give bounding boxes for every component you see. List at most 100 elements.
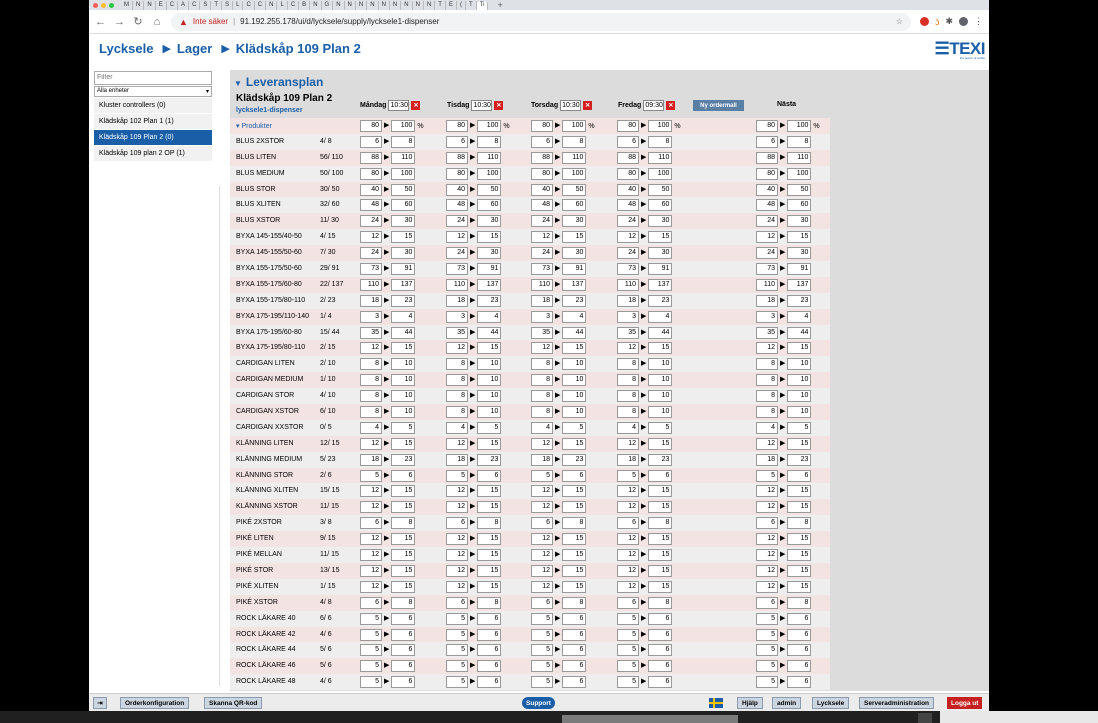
- max-level-input[interactable]: 10: [787, 374, 812, 387]
- max-level-input[interactable]: 110: [648, 151, 673, 164]
- max-level-input[interactable]: 50: [787, 183, 812, 196]
- fill-level-input[interactable]: 12: [360, 533, 382, 546]
- max-level-input[interactable]: 23: [648, 453, 673, 466]
- browser-tab[interactable]: N: [266, 0, 278, 10]
- fill-level-input[interactable]: 35: [531, 326, 553, 339]
- max-level-input[interactable]: 10: [477, 374, 502, 387]
- browser-tab[interactable]: (: [457, 0, 466, 10]
- max-level-input[interactable]: 15: [477, 564, 502, 577]
- fill-level-input[interactable]: 18: [360, 294, 382, 307]
- browser-tab[interactable]: S: [200, 0, 212, 10]
- server-admin-button[interactable]: Serveradministration: [859, 697, 935, 709]
- fill-level-input[interactable]: 88: [446, 151, 468, 164]
- max-level-input[interactable]: 15: [477, 501, 502, 514]
- max-level-input[interactable]: 15: [562, 485, 587, 498]
- max-level-input[interactable]: 15: [648, 580, 673, 593]
- max-level-input[interactable]: 23: [477, 294, 502, 307]
- max-level-input[interactable]: 60: [787, 199, 812, 212]
- max-level-input[interactable]: 30: [787, 247, 812, 260]
- max-level-input[interactable]: 15: [787, 437, 812, 450]
- max-level-input[interactable]: 15: [562, 437, 587, 450]
- fill-level-input[interactable]: 88: [531, 151, 553, 164]
- fill-level-input[interactable]: 6: [360, 596, 382, 609]
- max-level-input[interactable]: 6: [787, 612, 812, 625]
- fill-level-input[interactable]: 12: [617, 580, 639, 593]
- max-level-input[interactable]: 15: [391, 231, 416, 244]
- fill-level-input[interactable]: 12: [756, 549, 778, 562]
- max-level-input[interactable]: 100: [562, 120, 587, 132]
- max-level-input[interactable]: 6: [391, 612, 416, 625]
- fill-level-input[interactable]: 35: [756, 326, 778, 339]
- max-level-input[interactable]: 15: [562, 231, 587, 244]
- max-level-input[interactable]: 5: [562, 421, 587, 434]
- max-level-input[interactable]: 15: [562, 501, 587, 514]
- fill-level-input[interactable]: 12: [756, 342, 778, 355]
- plan-title[interactable]: ▼ Leveransplan: [234, 75, 324, 89]
- fill-level-input[interactable]: 24: [756, 247, 778, 260]
- fill-level-input[interactable]: 3: [360, 310, 382, 323]
- max-level-input[interactable]: 100: [391, 167, 416, 180]
- max-level-input[interactable]: 30: [391, 215, 416, 228]
- fill-level-input[interactable]: 12: [446, 549, 468, 562]
- max-level-input[interactable]: 30: [787, 215, 812, 228]
- fill-level-input[interactable]: 18: [531, 453, 553, 466]
- fill-level-input[interactable]: 5: [756, 612, 778, 625]
- fill-level-input[interactable]: 48: [756, 199, 778, 212]
- fill-level-input[interactable]: 5: [617, 628, 639, 641]
- browser-tab[interactable]: C: [189, 0, 201, 10]
- fill-level-input[interactable]: 8: [446, 390, 468, 403]
- remove-day-icon[interactable]: ✕: [494, 101, 504, 110]
- fill-level-input[interactable]: 12: [531, 231, 553, 244]
- fill-level-input[interactable]: 12: [360, 342, 382, 355]
- max-level-input[interactable]: 91: [648, 263, 673, 276]
- fill-level-input[interactable]: 18: [617, 294, 639, 307]
- fill-level-input[interactable]: 5: [360, 612, 382, 625]
- max-level-input[interactable]: 10: [648, 390, 673, 403]
- browser-tab[interactable]: N: [144, 0, 156, 10]
- fill-level-input[interactable]: 80: [360, 120, 382, 132]
- max-level-input[interactable]: 100: [391, 120, 416, 132]
- fill-level-input[interactable]: 80: [360, 167, 382, 180]
- max-level-input[interactable]: 15: [787, 501, 812, 514]
- max-level-input[interactable]: 23: [787, 453, 812, 466]
- max-level-input[interactable]: 30: [477, 215, 502, 228]
- fill-level-input[interactable]: 12: [531, 533, 553, 546]
- minimize-window-icon[interactable]: [101, 2, 106, 8]
- fill-level-input[interactable]: 88: [756, 151, 778, 164]
- fill-level-input[interactable]: 24: [617, 247, 639, 260]
- browser-tab[interactable]: C: [255, 0, 267, 10]
- breadcrumb-lager[interactable]: Lager: [176, 40, 213, 56]
- max-level-input[interactable]: 15: [477, 231, 502, 244]
- max-level-input[interactable]: 15: [391, 485, 416, 498]
- fill-level-input[interactable]: 12: [446, 231, 468, 244]
- fill-level-input[interactable]: 5: [617, 676, 639, 689]
- max-level-input[interactable]: 15: [562, 564, 587, 577]
- max-level-input[interactable]: 4: [648, 310, 673, 323]
- max-level-input[interactable]: 50: [562, 183, 587, 196]
- max-level-input[interactable]: 8: [787, 596, 812, 609]
- fill-level-input[interactable]: 8: [531, 358, 553, 371]
- max-level-input[interactable]: 100: [648, 167, 673, 180]
- fill-level-input[interactable]: 18: [360, 453, 382, 466]
- fill-level-input[interactable]: 4: [360, 421, 382, 434]
- product-group-label[interactable]: ▾ Produkter: [236, 123, 272, 130]
- product-group-row[interactable]: ▾ Produkter 80 ▶ 100% 80 ▶ 100% 80 ▶ 100% 80 ▶ 100% 8…: [230, 118, 830, 134]
- browser-tab[interactable]: N: [379, 0, 390, 10]
- fill-level-input[interactable]: 48: [360, 199, 382, 212]
- max-level-input[interactable]: 15: [562, 549, 587, 562]
- fill-level-input[interactable]: 48: [617, 199, 639, 212]
- fill-level-input[interactable]: 12: [531, 437, 553, 450]
- fill-level-input[interactable]: 5: [531, 628, 553, 641]
- order-config-button[interactable]: Orderkonfiguration: [120, 697, 190, 709]
- bookmark-star-icon[interactable]: ☆: [895, 17, 903, 26]
- max-level-input[interactable]: 91: [477, 263, 502, 276]
- max-level-input[interactable]: 30: [562, 215, 587, 228]
- fill-level-input[interactable]: 12: [617, 533, 639, 546]
- max-level-input[interactable]: 15: [648, 564, 673, 577]
- max-level-input[interactable]: 10: [787, 406, 812, 419]
- fill-level-input[interactable]: 88: [617, 151, 639, 164]
- fill-level-input[interactable]: 5: [617, 469, 639, 482]
- maximize-window-icon[interactable]: [109, 2, 114, 8]
- browser-tab[interactable]: N: [367, 0, 379, 10]
- max-level-input[interactable]: 4: [477, 310, 502, 323]
